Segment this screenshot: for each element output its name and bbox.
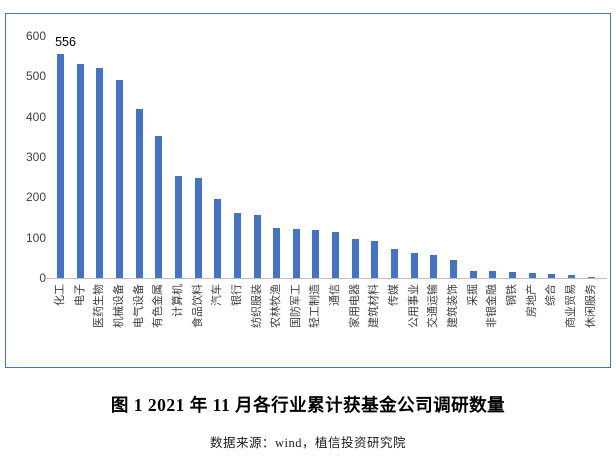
bar-纺织服装 <box>253 215 261 278</box>
bar-钢铁 <box>508 272 516 278</box>
bar-家用电器 <box>351 239 359 278</box>
y-axis-tick-label: 200 <box>25 190 46 205</box>
x-axis-line <box>47 278 607 279</box>
bar-综合 <box>548 274 556 278</box>
x-axis-label: 钢铁 <box>505 284 518 306</box>
x-axis-label: 非银金融 <box>486 284 499 328</box>
x-axis-label: 汽车 <box>211 284 224 306</box>
bar-建筑装饰 <box>450 260 457 278</box>
bar-休闲服务 <box>587 277 595 278</box>
bar-电子 <box>76 64 84 278</box>
bar-银行 <box>233 213 241 278</box>
x-axis-label: 休闲服务 <box>584 284 597 328</box>
x-axis-label: 商业贸易 <box>564 284 577 328</box>
bar-chart: 0 100 200 300 400 500 600 化工 电子 医药生物 机械设备 电气设备 有色金属计… <box>5 13 611 368</box>
bar-交通运输 <box>430 255 438 278</box>
bar-房地产 <box>528 273 536 278</box>
data-source-note: 数据来源：wind，植信投资研究院 <box>209 436 406 450</box>
plot-area: 0 100 200 300 400 500 600 化工 电子 医药生物 机械设备 电气设备 有色金属计… <box>6 14 610 367</box>
y-axis-tick-label: 100 <box>25 230 46 245</box>
figure-caption: 图 1 2021 年 11 月各行业累计获基金公司调研数量 <box>110 395 506 415</box>
x-axis-label: 有色金属 <box>152 284 165 328</box>
bar-通信 <box>332 232 340 278</box>
bar-公用事业 <box>410 253 418 278</box>
bar-医药生物 <box>96 68 104 278</box>
x-axis-label: 国防军工 <box>289 284 302 328</box>
x-axis-label: 传媒 <box>388 284 401 306</box>
x-axis-label: 银行 <box>230 284 243 306</box>
x-axis-label: 电气设备 <box>132 284 145 328</box>
bar-建筑材料 <box>371 241 379 278</box>
x-axis-label: 房地产 <box>525 284 538 317</box>
y-axis-tick-label: 600 <box>25 29 46 43</box>
bar-非银金融 <box>489 271 497 278</box>
x-axis-label: 农林牧渔 <box>270 284 283 328</box>
bar-轻工制造 <box>312 230 320 278</box>
y-axis-tick-label: 300 <box>25 150 46 164</box>
bar-汽车 <box>214 199 222 278</box>
x-axis-label: 采掘 <box>466 284 479 306</box>
bar-传媒 <box>391 249 399 278</box>
x-axis-label: 计算机 <box>171 284 184 317</box>
x-axis-label: 家用电器 <box>348 284 361 328</box>
x-axis-label: 电子 <box>73 284 86 306</box>
x-axis-label: 医药生物 <box>93 284 106 328</box>
x-axis-label: 通信 <box>329 284 342 306</box>
x-axis-label: 机械设备 <box>112 284 125 328</box>
bar-商业贸易 <box>567 275 575 278</box>
data-label: 556 <box>55 34 76 49</box>
y-axis-tick-label: 0 <box>39 271 46 285</box>
x-axis-label: 综合 <box>545 284 558 306</box>
y-axis-tick-label: 500 <box>25 69 46 84</box>
x-axis-label: 轻工制造 <box>309 284 322 328</box>
x-axis-label: 交通运输 <box>427 284 440 328</box>
y-axis-tick-label: 400 <box>25 109 46 124</box>
bar-电气设备 <box>135 109 143 278</box>
x-axis-label: 食品饮料 <box>191 284 204 328</box>
x-axis-label: 建筑材料 <box>368 284 381 328</box>
x-axis-label: 公用事业 <box>407 284 420 328</box>
bar-有色金属 <box>155 136 163 278</box>
x-axis-label: 纺织服装 <box>250 284 263 328</box>
x-axis-label: 建筑装饰 <box>447 284 459 328</box>
x-axis-label: 化工 <box>54 284 66 306</box>
bar-机械设备 <box>115 80 123 278</box>
bar-采掘 <box>469 271 477 278</box>
bar-农林牧渔 <box>273 228 281 278</box>
bar-食品饮料 <box>194 178 202 278</box>
bar-国防军工 <box>292 229 300 278</box>
bar-计算机 <box>174 176 182 278</box>
bar-化工 <box>57 54 64 278</box>
